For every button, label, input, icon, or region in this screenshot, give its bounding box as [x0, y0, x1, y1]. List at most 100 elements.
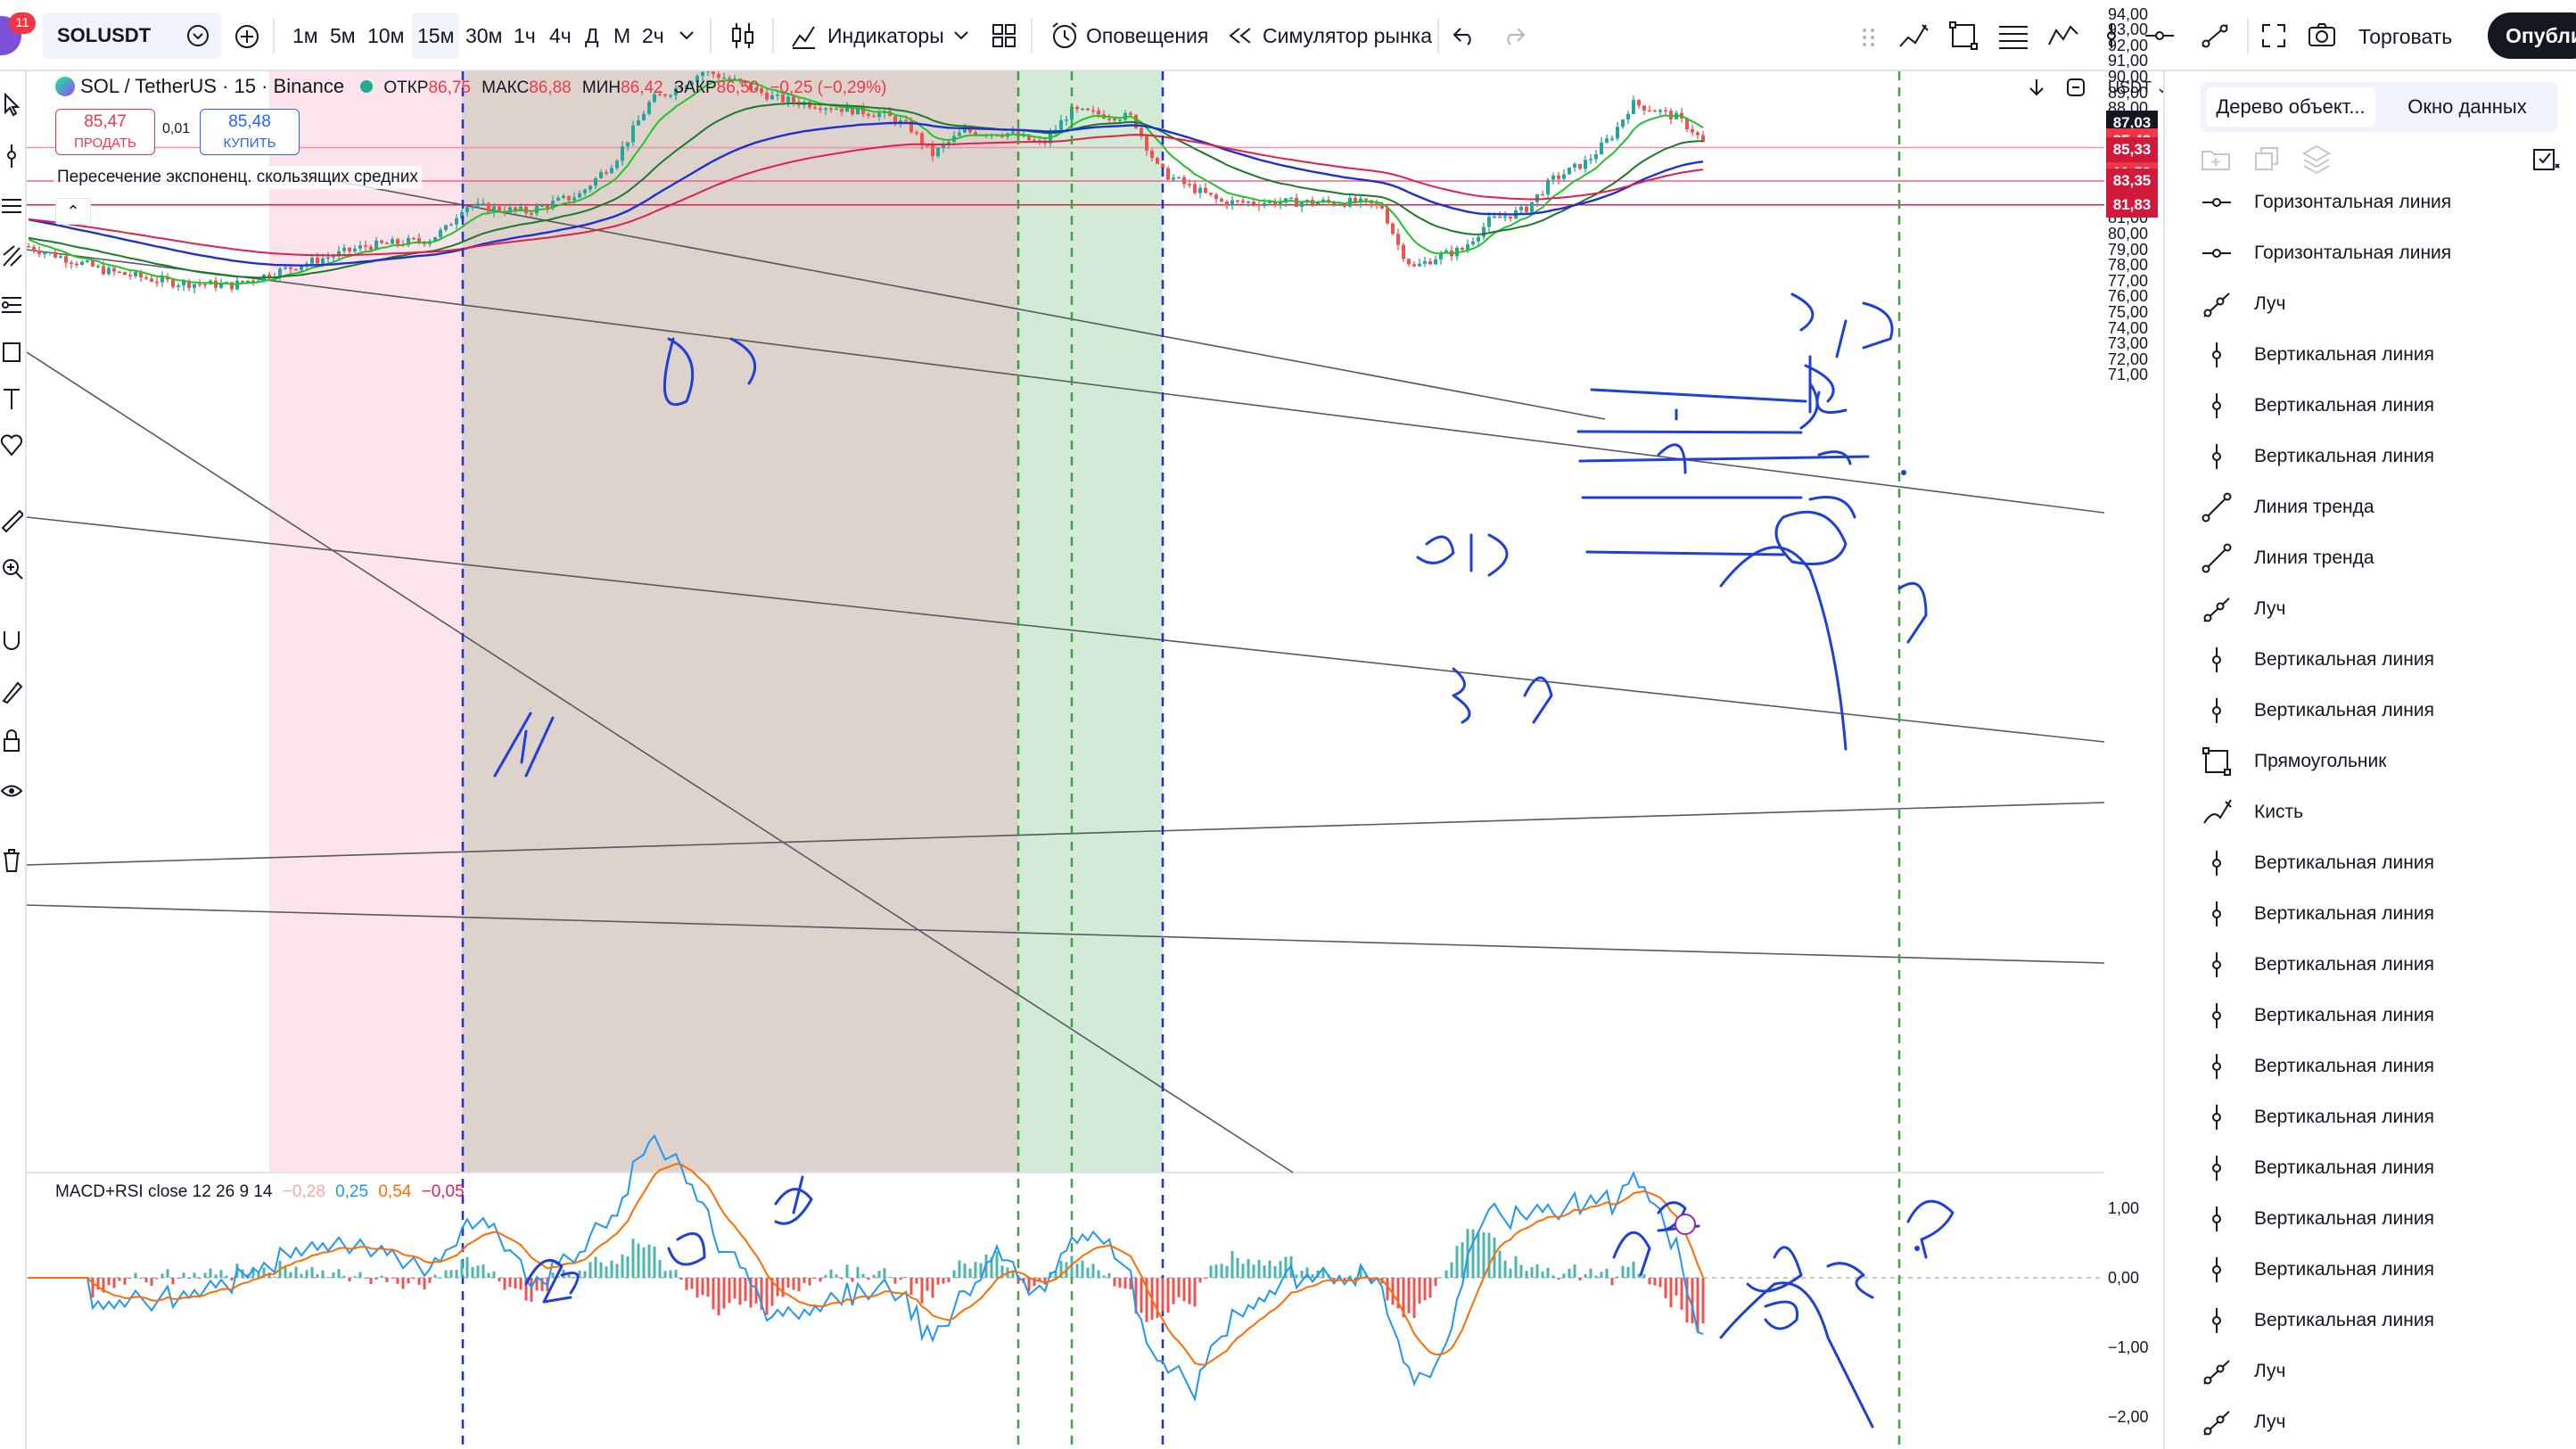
- interval-day[interactable]: Д: [585, 24, 599, 47]
- collapse-legend-button[interactable]: ⌃: [55, 198, 91, 225]
- pattern-tool-icon[interactable]: [2047, 21, 2079, 50]
- macd-hist-bar-56: [326, 1276, 330, 1278]
- interval-1h[interactable]: 1ч: [514, 24, 536, 47]
- object-tree-item[interactable]: Вертикальная линия: [2201, 842, 2575, 885]
- trade-button[interactable]: Торговать: [2347, 12, 2465, 59]
- templates-icon[interactable]: [992, 23, 1016, 48]
- trash-icon[interactable]: [0, 847, 23, 874]
- candles-type-icon[interactable]: [729, 21, 756, 50]
- fib-tool-icon[interactable]: [1997, 21, 2029, 50]
- fullscreen-icon[interactable]: [2261, 23, 2286, 48]
- redo-icon[interactable]: [1502, 25, 1527, 46]
- zoom-icon[interactable]: [0, 556, 23, 583]
- object-tree-item[interactable]: Вертикальная линия: [2201, 384, 2575, 427]
- vertical-line-tool-icon[interactable]: [2103, 21, 2120, 50]
- new-folder-icon[interactable]: [2201, 146, 2231, 171]
- interval-5m[interactable]: 5м: [330, 24, 356, 47]
- interval-4h[interactable]: 4ч: [549, 24, 572, 47]
- text-tool-icon[interactable]: [0, 385, 23, 412]
- rectangle-icon[interactable]: [0, 339, 23, 366]
- interval-month[interactable]: М: [613, 24, 631, 47]
- object-tree-item[interactable]: Вертикальная линия: [2201, 638, 2575, 681]
- auto-scale-icon[interactable]: [2065, 77, 2086, 98]
- fib-icon[interactable]: [0, 292, 23, 319]
- pitchfork-icon[interactable]: [0, 243, 23, 269]
- tab-object-tree[interactable]: Дерево объект...: [2206, 87, 2375, 127]
- horizontal-line-tool-icon[interactable]: [2144, 21, 2176, 50]
- clone-icon[interactable]: [2254, 146, 2281, 173]
- rectangle-tool-icon[interactable]: [1949, 21, 1978, 50]
- object-tree-item[interactable]: Вертикальная линия: [2201, 1198, 2575, 1240]
- object-tree-item[interactable]: Луч: [2201, 588, 2575, 630]
- price-tick-label: 74,00: [2108, 318, 2149, 337]
- interval-15m[interactable]: 15м: [412, 12, 460, 59]
- object-tree-item[interactable]: Вертикальная линия: [2201, 1299, 2575, 1342]
- brush-tool-icon[interactable]: [1897, 21, 1930, 50]
- sell-button[interactable]: 85,47 ПРОДАТЬ: [55, 109, 155, 155]
- publish-button[interactable]: Опубликовать: [2488, 12, 2576, 59]
- price-axis[interactable]: USDT ⌄ 94,00 93,00 92,00 91,00 90,00 89,00 88,…: [2104, 5, 2169, 1449]
- legend-pair[interactable]: SOL / TetherUS · 15 · Binance: [80, 75, 345, 97]
- object-tree-item[interactable]: Вертикальная линия: [2201, 893, 2575, 935]
- undo-icon[interactable]: [1452, 25, 1477, 46]
- market-replay-button[interactable]: Симулятор рынка: [1263, 24, 1433, 47]
- object-tree-item[interactable]: Линия тренда: [2201, 486, 2575, 529]
- object-tree-item[interactable]: Прямоугольник: [2201, 740, 2575, 783]
- lock-icon[interactable]: [0, 728, 23, 754]
- layers-icon[interactable]: [2302, 144, 2331, 175]
- object-tree-item[interactable]: Вертикальная линия: [2201, 1096, 2575, 1139]
- object-tree-item[interactable]: Вертикальная линия: [2201, 689, 2575, 732]
- buy-button[interactable]: 85,48 КУПИТЬ: [200, 109, 300, 155]
- object-tree-item[interactable]: Луч: [2201, 1350, 2575, 1393]
- scroll-down-arrow-icon[interactable]: [2026, 77, 2047, 98]
- chart-canvas[interactable]: [27, 71, 2104, 1449]
- object-tree-item[interactable]: Вертикальная линия: [2201, 943, 2575, 986]
- compare-add-icon[interactable]: [234, 23, 260, 50]
- candle-body-23: [150, 278, 153, 282]
- replay-rewind-icon[interactable]: [1227, 25, 1252, 46]
- indicators-icon[interactable]: [790, 23, 817, 50]
- cursor-icon[interactable]: [0, 91, 23, 118]
- object-tree-item[interactable]: Вертикальная линия: [2201, 1147, 2575, 1190]
- lock-pencil-icon[interactable]: [0, 678, 23, 704]
- candle-body-248: [1354, 197, 1357, 203]
- magnet-icon[interactable]: [0, 628, 23, 655]
- interval-dropdown-icon[interactable]: [678, 29, 695, 43]
- drawing-toolbar-handle-icon[interactable]: [1860, 25, 1878, 50]
- object-tree-item[interactable]: Кисть: [2201, 791, 2575, 834]
- object-tree-item[interactable]: Луч: [2201, 283, 2575, 325]
- interval-10m[interactable]: 10м: [367, 24, 405, 47]
- object-tree-item[interactable]: Вертикальная линия: [2201, 994, 2575, 1037]
- watchlist-add-icon[interactable]: [185, 23, 210, 48]
- object-tree-item[interactable]: Луч: [2201, 1401, 2575, 1444]
- object-tree-item[interactable]: Вертикальная линия: [2201, 435, 2575, 478]
- channel-tool-icon[interactable]: [0, 193, 23, 219]
- interval-30m[interactable]: 30м: [465, 24, 503, 47]
- alert-clock-icon[interactable]: [1050, 21, 1079, 50]
- object-tree-item[interactable]: Вертикальная линия: [2201, 1045, 2575, 1088]
- symbol-search-button[interactable]: SOLUSDT: [43, 12, 221, 59]
- object-tree-item[interactable]: Вертикальная линия: [2201, 1248, 2575, 1291]
- interval-1m[interactable]: 1м: [292, 24, 318, 47]
- interval-2h[interactable]: 2ч: [642, 24, 664, 47]
- line-tool-icon[interactable]: [0, 143, 23, 169]
- macd-title[interactable]: MACD+RSI close 12 26 9 14: [55, 1182, 273, 1201]
- object-tree-panel: Дерево объект... Окно данных Горизонталь…: [2163, 71, 2576, 1449]
- object-tree-item[interactable]: Горизонтальная линия: [2201, 232, 2575, 275]
- candle-body-118: [658, 94, 662, 96]
- alerts-button[interactable]: Оповещения: [1086, 24, 1209, 47]
- show-all-icon[interactable]: [2532, 146, 2561, 173]
- object-tree-item[interactable]: Линия тренда: [2201, 537, 2575, 580]
- chart-pane[interactable]: [27, 71, 2104, 1449]
- ruler-icon[interactable]: [0, 506, 23, 533]
- indicators-dropdown-icon[interactable]: [952, 29, 970, 43]
- trend-line-tool-icon[interactable]: [2199, 21, 2231, 50]
- eye-icon[interactable]: [0, 778, 23, 804]
- tab-data-window[interactable]: Окно данных: [2407, 95, 2527, 118]
- indicators-button[interactable]: Индикаторы: [827, 24, 944, 47]
- heart-shape-icon[interactable]: [0, 432, 23, 458]
- object-tree-item[interactable]: Вертикальная линия: [2201, 333, 2575, 376]
- ema-cross-indicator-title[interactable]: Пересечение экспоненц. скользящих средни…: [53, 166, 422, 189]
- camera-icon[interactable]: [2308, 21, 2336, 48]
- object-tree-item[interactable]: Горизонтальная линия: [2201, 181, 2575, 224]
